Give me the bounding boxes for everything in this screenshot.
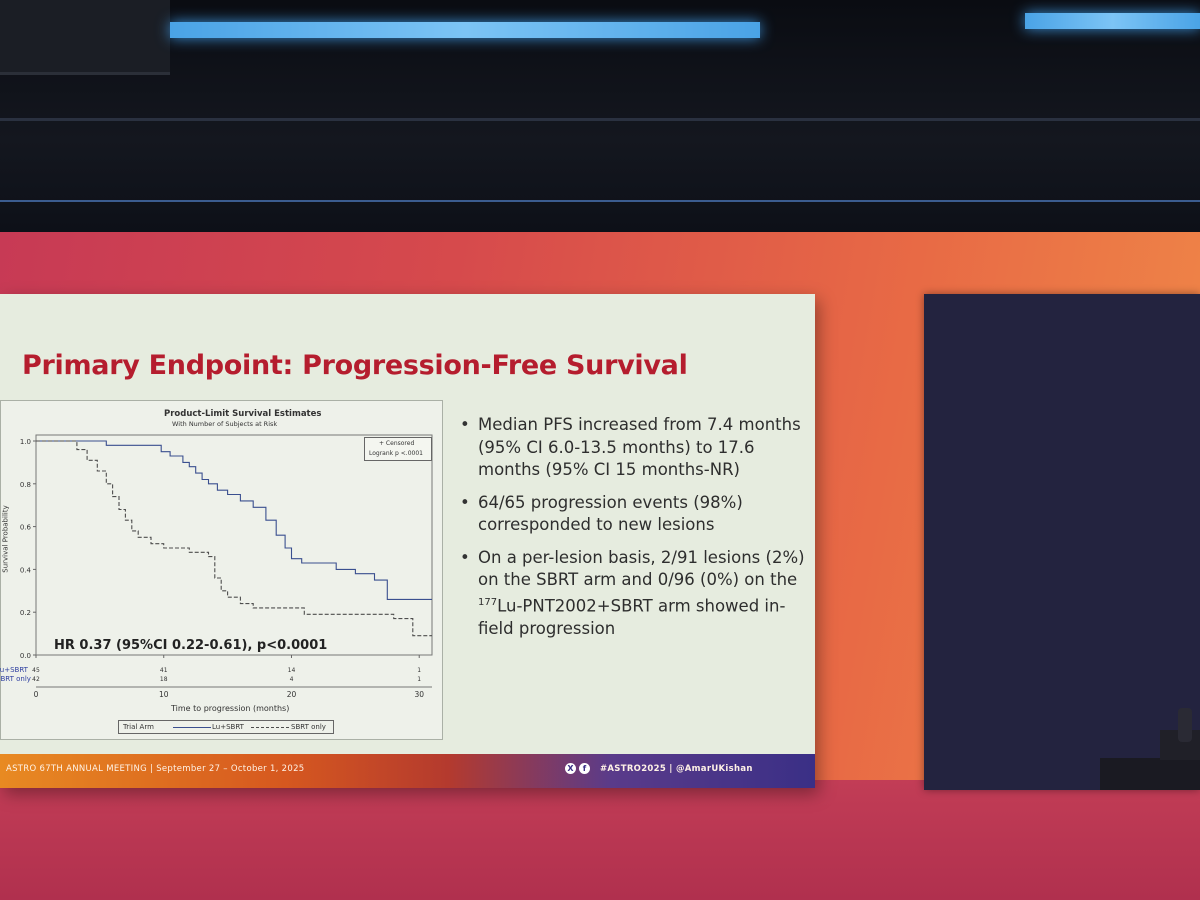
bullet-item: 64/65 progression events (98%) correspon… — [460, 492, 805, 537]
legend-line-sbrt — [251, 727, 289, 728]
chart-title: Product-Limit Survival Estimates — [164, 409, 322, 419]
hr-annotation: HR 0.37 (95%CI 0.22-0.61), p<0.0001 — [54, 638, 328, 653]
ceiling-light — [170, 22, 760, 38]
slide-footer — [0, 754, 815, 788]
footer-meeting: ASTRO 67TH ANNUAL MEETING | September 27… — [6, 764, 305, 774]
bullet-list: Median PFS increased from 7.4 months (95… — [460, 414, 805, 650]
x-axis-label: Time to progression (months) — [171, 704, 290, 713]
bullet-text: On a per-lesion basis, 2/91 lesions (2%)… — [478, 547, 805, 590]
slide-title: Primary Endpoint: Progression-Free Survi… — [22, 350, 688, 381]
projector — [0, 0, 170, 75]
y-axis-label: Survival Probability — [1, 505, 10, 573]
bullet-item: On a per-lesion basis, 2/91 lesions (2%)… — [460, 547, 805, 641]
ceiling — [0, 0, 1200, 232]
ceiling-light — [1025, 13, 1200, 29]
x-icon: X — [565, 763, 576, 774]
side-screen — [924, 294, 1200, 790]
stage-wall-lower — [0, 780, 1200, 900]
legend-label-lu: Lu+SBRT — [212, 723, 244, 731]
podium-silhouette — [1100, 708, 1200, 790]
bullet-text: Lu-PNT2002+SBRT arm showed in-field prog… — [478, 596, 786, 638]
censor-legend-item: + Censored — [379, 440, 415, 447]
bullet-item: Median PFS increased from 7.4 months (95… — [460, 414, 805, 482]
trial-arm-legend: Trial Arm Lu+SBRT SBRT only — [118, 720, 334, 734]
facebook-icon: f — [579, 763, 590, 774]
legend-line-lu — [173, 727, 211, 728]
truss-beam — [0, 118, 1200, 121]
censor-legend: + Censored Logrank p <.0001 — [364, 437, 432, 461]
legend-title: Trial Arm — [123, 723, 154, 731]
isotope-superscript: 177 — [478, 596, 498, 608]
logrank-label: Logrank p <.0001 — [369, 450, 423, 457]
truss-beam — [0, 200, 1200, 202]
chart-subtitle: With Number of Subjects at Risk — [172, 420, 278, 428]
legend-label-sbrt: SBRT only — [291, 723, 326, 731]
footer-hashtag: #ASTRO2025 | @AmarUKishan — [600, 764, 753, 774]
